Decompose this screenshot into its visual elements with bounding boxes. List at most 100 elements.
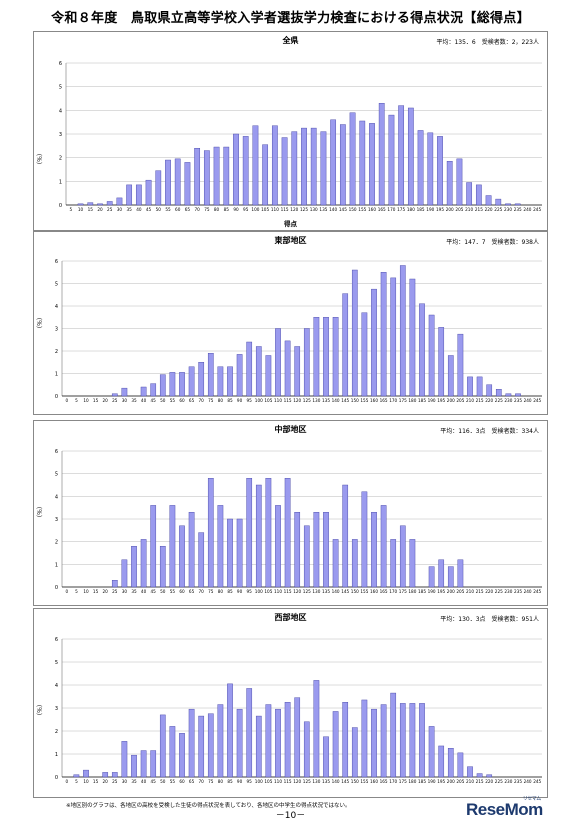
x-tick-label: 200 [447,589,455,594]
x-tick-label: 20 [103,398,109,403]
y-tick-label: 3 [59,132,62,138]
bar [495,389,502,397]
y-tick-label: 1 [55,372,58,378]
x-tick-label: 190 [428,779,436,784]
x-tick-label: 100 [251,207,259,212]
bar [342,293,349,397]
y-tick-label: 2 [55,349,58,355]
y-tick-label: 3 [55,517,58,523]
x-tick-label: 205 [456,398,464,403]
bar [320,131,327,206]
x-tick-label: 120 [290,207,298,212]
bar [447,566,454,588]
chart-panel-tobu: 東部地区 平均：147．7 受検者数：938人 （％） 0 1 2 3 4 5 6 0 5 10 1… [33,231,548,415]
x-tick-label: 135 [322,398,330,403]
x-tick-label: 225 [495,398,503,403]
x-tick-label: 80 [218,779,224,784]
bar [409,539,416,588]
x-tick-label: 95 [243,207,249,212]
x-tick-label: 160 [370,589,378,594]
x-tick-label: 195 [437,398,445,403]
bar [409,703,416,778]
bar [169,726,176,778]
x-tick-label: 15 [93,779,99,784]
bar [398,105,405,206]
x-tick-label: 5 [75,779,78,784]
bar [169,505,176,588]
bar [255,715,262,778]
x-tick-label: 125 [303,589,311,594]
x-tick-label: 50 [160,398,166,403]
y-tick-label: 1 [55,752,58,758]
x-tick-label: 95 [247,398,253,403]
bar [438,327,445,397]
x-tick-label: 150 [349,207,357,212]
bar [207,713,214,778]
x-tick-label: 140 [332,589,340,594]
y-tick-label: 6 [55,449,58,455]
y-tick-label: 2 [55,729,58,735]
y-tick-label: 4 [55,683,58,689]
x-tick-label: 50 [160,779,166,784]
x-tick-label: 50 [156,207,162,212]
x-tick-label: 105 [264,779,272,784]
x-tick-label: 15 [93,589,99,594]
x-tick-label: 210 [466,398,474,403]
bar [275,708,281,778]
bar [303,525,310,588]
x-tick-label: 185 [418,589,426,594]
x-tick-label: 40 [136,207,142,212]
bar [255,346,262,397]
bar [150,383,157,397]
bar [437,136,443,206]
bar [150,505,157,588]
bar [294,346,301,397]
x-tick-label: 10 [78,207,84,212]
bar [475,184,482,206]
bar [217,704,224,778]
y-tick-label: 3 [55,706,58,712]
y-tick-label: 5 [55,472,58,478]
bar [73,774,80,778]
bar [457,333,464,397]
bar [246,478,253,588]
x-tick-label: 150 [351,779,359,784]
bar [207,478,214,588]
y-tick-label: 5 [59,85,62,91]
bar [87,202,94,206]
y-tick-label: 4 [55,494,58,500]
x-tick-label: 145 [341,398,349,403]
x-tick-label: 225 [495,589,503,594]
bar [505,393,512,397]
bar [310,127,317,206]
bar [155,170,162,206]
bar [371,288,377,397]
x-tick-label: 125 [303,779,311,784]
x-tick-label: 205 [455,207,463,212]
x-tick-label: 35 [126,207,132,212]
bar [121,559,128,588]
x-tick-label: 95 [247,589,253,594]
chart-title: 全県 [282,36,299,45]
bar [351,539,358,588]
bar [188,708,195,778]
x-tick-label: 145 [341,779,349,784]
bar [159,374,166,397]
bar [467,376,473,397]
x-tick-label: 10 [83,398,89,403]
y-tick-label: 0 [55,394,58,400]
bar [399,265,406,397]
x-tick-label: 65 [189,398,195,403]
x-tick-label: 240 [524,398,532,403]
bar [446,161,453,206]
bar [271,125,278,206]
resemom-logo[interactable]: ReseMom リセマム [466,796,543,820]
x-tick-label: 90 [233,207,239,212]
bar [323,317,329,397]
bar [227,366,233,397]
x-tick-label: 110 [274,779,282,784]
y-tick-label: 0 [55,775,58,781]
x-tick-label: 30 [117,207,123,212]
x-tick-label: 25 [112,398,118,403]
